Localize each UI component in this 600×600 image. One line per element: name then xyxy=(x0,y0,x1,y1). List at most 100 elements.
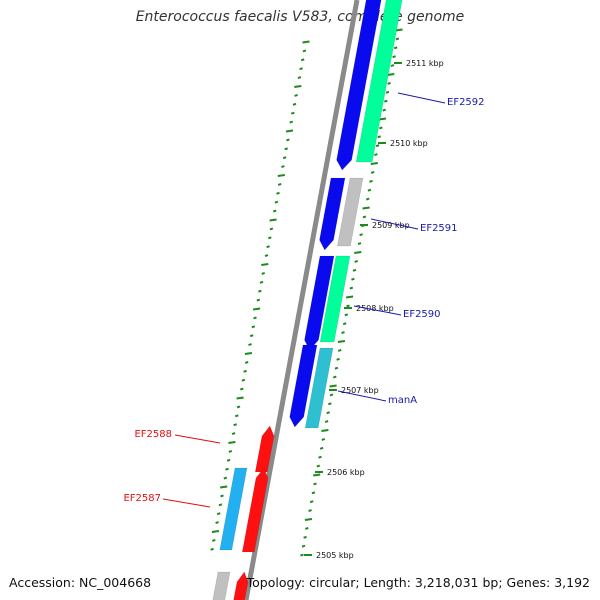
gene-label[interactable]: EF2592 xyxy=(447,97,485,108)
genome-summary-text: Topology: circular; Length: 3,218,031 bp… xyxy=(246,575,590,590)
cds-ef2592-reverse[interactable] xyxy=(336,0,383,171)
gc-dash-right xyxy=(354,251,362,254)
gc-dash-right xyxy=(326,411,331,415)
gc-dash-right xyxy=(362,206,370,210)
gc-dash-right xyxy=(324,420,329,424)
gc-dash-left xyxy=(211,538,216,542)
cds-mana-reverse[interactable] xyxy=(289,344,318,428)
cds-ef2590-forward[interactable] xyxy=(319,255,351,343)
gc-dash-right xyxy=(370,170,375,174)
gc-dash-left xyxy=(220,494,224,498)
cds-mana-cyan[interactable] xyxy=(304,347,334,429)
gc-dash-right xyxy=(301,544,306,548)
gc-dash-right xyxy=(367,188,372,192)
gc-dash-right xyxy=(332,375,337,379)
gc-dash-right xyxy=(321,437,326,441)
gc-dash-right xyxy=(357,242,362,246)
gc-dash-left xyxy=(264,254,269,258)
gc-dash-left xyxy=(210,547,214,551)
gc-dash-left xyxy=(302,40,310,44)
gc-dash-left xyxy=(234,414,239,418)
gc-dash-right xyxy=(370,162,378,165)
gc-dash-right xyxy=(311,491,316,495)
tick-label: 2510 kbp xyxy=(390,139,428,148)
gc-dash-left xyxy=(294,85,302,88)
gc-dash-left xyxy=(272,209,277,213)
gc-dash-right xyxy=(395,37,400,41)
gc-dash-right xyxy=(378,117,387,121)
tick-label: 2511 kbp xyxy=(406,59,444,68)
gc-dash-right xyxy=(342,322,347,326)
gc-dash-right xyxy=(344,313,349,317)
gc-dash-left xyxy=(220,485,228,489)
gc-dash-left xyxy=(251,325,256,329)
gc-dash-right xyxy=(345,295,354,299)
gc-dash-right xyxy=(337,348,342,352)
gc-dash-left xyxy=(233,423,238,427)
gc-dash-left xyxy=(300,58,305,62)
gc-dash-right xyxy=(379,126,383,130)
tick-label: 2506 kbp xyxy=(327,468,365,477)
gc-dash-right xyxy=(385,90,390,94)
gc-dash-right xyxy=(321,429,329,432)
gene-label[interactable]: EF2588 xyxy=(134,429,172,440)
gc-dash-right xyxy=(392,55,396,59)
gene-label[interactable]: EF2587 xyxy=(123,493,161,504)
gene-leader-line xyxy=(353,305,402,316)
gc-dash-left xyxy=(269,227,274,231)
gc-dash-left xyxy=(276,191,280,195)
gc-dash-left xyxy=(266,245,270,249)
cds-ef2592-forward[interactable] xyxy=(355,0,404,163)
gc-dash-left xyxy=(302,49,307,53)
gc-dash-left xyxy=(244,352,253,355)
cds-track xyxy=(211,0,404,600)
tick-label: 2509 kbp xyxy=(372,221,410,230)
gc-dash-left xyxy=(249,334,254,338)
gc-dash-left xyxy=(239,387,244,391)
cds-ef2588-red[interactable] xyxy=(254,425,275,473)
gc-dash-left xyxy=(269,218,277,222)
gc-dash-left xyxy=(248,343,252,347)
cds-bottom-gray[interactable] xyxy=(211,571,231,600)
gc-dash-left xyxy=(299,67,303,71)
tick-label: 2508 kbp xyxy=(356,304,394,313)
gc-dash-left xyxy=(256,298,261,302)
gene-label[interactable]: EF2591 xyxy=(420,223,458,234)
map-title: Enterococcus faecalis V583, complete gen… xyxy=(135,9,465,25)
gc-dash-left xyxy=(223,476,228,480)
gene-label[interactable]: manA xyxy=(388,395,417,406)
gene-leader-line xyxy=(174,434,221,444)
cds-ef2587-lightblue[interactable] xyxy=(219,467,248,551)
gc-dash-right xyxy=(369,179,373,183)
gc-dash-left xyxy=(294,93,298,97)
gc-dash-left xyxy=(228,441,236,444)
gene-label[interactable]: EF2590 xyxy=(403,309,441,320)
gc-dash-left xyxy=(267,236,272,240)
gc-content-track xyxy=(210,28,403,557)
gc-dash-right xyxy=(336,357,340,361)
gc-dash-right xyxy=(318,455,322,459)
gc-dash-right xyxy=(362,215,367,219)
label-layer: 2511 kbp 2510 kbp 2509 kbp 2508 kbp 2507 kbp… xyxy=(123,59,484,560)
genome-backbone xyxy=(243,0,360,600)
gc-dash-left xyxy=(285,129,294,133)
gc-dash-left xyxy=(258,289,262,293)
gc-dash-left xyxy=(253,316,257,320)
gc-dash-left xyxy=(261,271,266,275)
tick-label: 2507 kbp xyxy=(341,386,379,395)
gene-leader-line xyxy=(337,390,387,402)
gc-dash-right xyxy=(313,473,321,477)
gc-dash-left xyxy=(244,360,249,364)
gc-dash-left xyxy=(211,530,220,533)
gc-dash-left xyxy=(236,405,241,409)
cds-ef2587-red[interactable] xyxy=(241,467,269,553)
cds-ef2591-gray[interactable] xyxy=(337,177,364,247)
gc-dash-right xyxy=(334,366,339,370)
gc-dash-left xyxy=(277,174,285,177)
gc-dash-left xyxy=(292,102,297,106)
cds-ef2591-reverse[interactable] xyxy=(319,177,346,251)
gc-dash-right xyxy=(383,99,388,103)
gc-dash-right xyxy=(359,233,363,237)
cds-bottom-red[interactable] xyxy=(231,571,249,600)
